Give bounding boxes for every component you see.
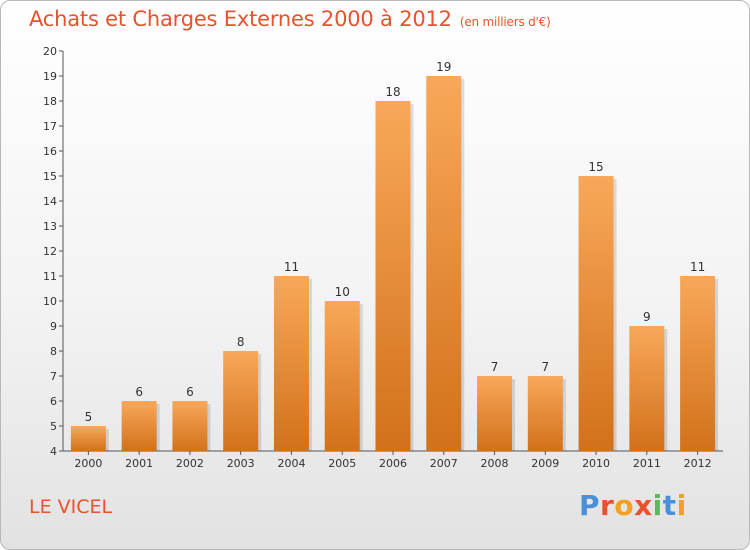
bar-2007 xyxy=(426,76,462,451)
logo-letter: i xyxy=(652,489,663,522)
x-tick-label: 2011 xyxy=(633,457,661,470)
x-tick-label: 2009 xyxy=(531,457,559,470)
value-label: 5 xyxy=(85,410,93,424)
x-tick-label: 2001 xyxy=(125,457,153,470)
bar-2001 xyxy=(121,401,157,451)
bar-2004 xyxy=(273,276,309,451)
y-tick-label: 11 xyxy=(43,270,57,283)
value-label: 6 xyxy=(186,385,194,399)
value-label: 15 xyxy=(588,160,603,174)
chart-value-labels: 5 6 6 8 11 10 18 19 7 7 15 9 11 xyxy=(85,60,706,424)
y-tick-label: 13 xyxy=(43,220,57,233)
bar-2005 xyxy=(324,301,360,451)
value-label: 7 xyxy=(491,360,499,374)
x-tick-label: 2003 xyxy=(227,457,255,470)
value-label: 18 xyxy=(385,85,400,99)
x-tick-label: 2002 xyxy=(176,457,204,470)
y-tick-label: 7 xyxy=(50,370,57,383)
chart-subtitle: (en milliers d'€) xyxy=(459,15,551,29)
logo-letter: x xyxy=(634,489,653,522)
logo-letter: t xyxy=(662,489,677,522)
bar-2003 xyxy=(223,351,259,451)
bar-2011 xyxy=(629,326,665,451)
place-name: LE VICEL xyxy=(29,496,113,518)
bar-2000 xyxy=(70,426,106,451)
y-tick-label: 14 xyxy=(43,195,57,208)
value-label: 11 xyxy=(690,260,705,274)
x-tick-label: 2004 xyxy=(277,457,305,470)
proxiti-logo[interactable]: Proxiti xyxy=(579,489,687,522)
y-tick-label: 12 xyxy=(43,245,57,258)
y-tick-label: 16 xyxy=(43,145,57,158)
bar-2002 xyxy=(172,401,208,451)
chart-title-text: Achats et Charges Externes 2000 à 2012 xyxy=(29,7,452,31)
bar-2012 xyxy=(680,276,716,451)
bar-2009 xyxy=(527,376,563,451)
y-tick-label: 5 xyxy=(50,420,57,433)
value-label: 10 xyxy=(335,285,350,299)
x-tick-label: 2000 xyxy=(74,457,102,470)
value-label: 6 xyxy=(135,385,143,399)
chart-bars xyxy=(70,76,719,451)
logo-letter: o xyxy=(614,489,635,522)
logo-letter: i xyxy=(676,489,687,522)
x-tick-label: 2012 xyxy=(684,457,712,470)
x-tick-label: 2005 xyxy=(328,457,356,470)
y-tick-label: 8 xyxy=(50,345,57,358)
chart-title: Achats et Charges Externes 2000 à 2012 (e… xyxy=(29,7,551,31)
x-tick-label: 2007 xyxy=(430,457,458,470)
logo-letter: r xyxy=(600,489,615,522)
y-tick-label: 4 xyxy=(50,445,57,458)
y-tick-label: 18 xyxy=(43,95,57,108)
y-tick-label: 10 xyxy=(43,295,57,308)
y-tick-label: 9 xyxy=(50,320,57,333)
y-tick-label: 17 xyxy=(43,120,57,133)
x-tick-label: 2010 xyxy=(582,457,610,470)
y-tick-label: 19 xyxy=(43,70,57,83)
y-tick-label: 20 xyxy=(43,45,57,58)
bar-2010 xyxy=(578,176,614,451)
x-tick-label: 2006 xyxy=(379,457,407,470)
chart-axes: 4 5 6 7 8 9 10 11 12 13 14 15 16 17 18 19 20 2000 2001 2002… xyxy=(43,45,723,470)
bar-2006 xyxy=(375,101,411,451)
bar-2008 xyxy=(477,376,513,451)
value-label: 19 xyxy=(436,60,451,74)
x-tick-label: 2008 xyxy=(481,457,509,470)
value-label: 9 xyxy=(643,310,651,324)
value-label: 7 xyxy=(541,360,549,374)
value-label: 11 xyxy=(284,260,299,274)
y-tick-label: 15 xyxy=(43,170,57,183)
value-label: 8 xyxy=(237,335,245,349)
y-tick-label: 6 xyxy=(50,395,57,408)
logo-letter: P xyxy=(579,489,601,522)
